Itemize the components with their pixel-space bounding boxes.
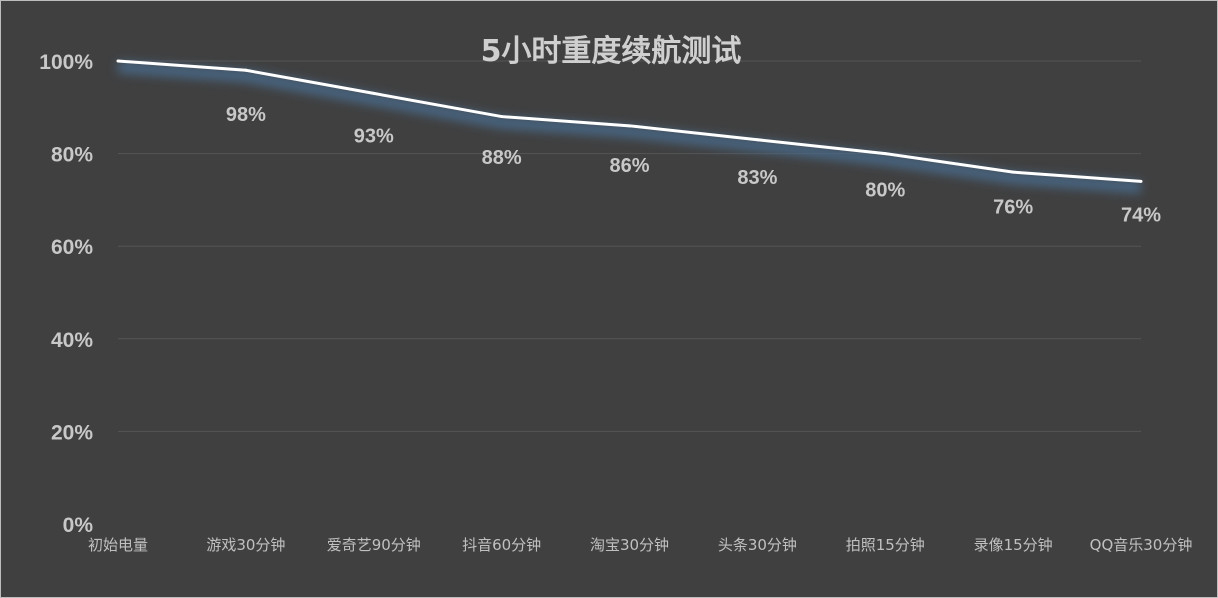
data-point — [372, 91, 376, 95]
data-point — [244, 68, 248, 72]
data-label: 80% — [865, 180, 905, 202]
x-tick-label: 拍照15分钟 — [846, 536, 925, 554]
data-point — [755, 138, 759, 142]
x-tick-label: 游戏30分钟 — [206, 536, 285, 554]
x-tick-label: 初始电量 — [88, 536, 148, 554]
x-tick-label: 录像15分钟 — [974, 536, 1053, 554]
data-label: 86% — [609, 155, 649, 177]
data-label: 76% — [993, 197, 1033, 219]
data-point — [883, 152, 887, 156]
x-tick-label: 抖音60分钟 — [462, 536, 541, 554]
y-tick-label: 40% — [51, 329, 93, 352]
data-label: 88% — [482, 147, 522, 169]
chart-title: 5小时重度续航测试 — [481, 34, 742, 69]
y-tick-label: 80% — [51, 144, 93, 167]
data-label: 98% — [226, 104, 266, 126]
series-line-glow — [117, 61, 1142, 194]
y-tick-label: 100% — [39, 51, 93, 74]
data-label: 93% — [354, 125, 394, 147]
y-tick-label: 0% — [63, 514, 94, 537]
data-point — [500, 115, 504, 119]
x-tick-label: QQ音乐30分钟 — [1090, 536, 1193, 554]
data-point — [628, 124, 631, 128]
data-label: 74% — [1121, 204, 1161, 226]
data-point — [116, 59, 120, 63]
data-point — [1139, 179, 1143, 183]
y-tick-label: 60% — [51, 236, 93, 259]
x-tick-label: 淘宝30分钟 — [590, 536, 669, 554]
x-tick-label: 爱奇艺90分钟 — [327, 536, 421, 554]
y-tick-label: 20% — [51, 421, 93, 444]
x-tick-label: 头条30分钟 — [718, 536, 797, 554]
data-point — [1011, 170, 1015, 174]
data-label: 83% — [737, 167, 777, 189]
